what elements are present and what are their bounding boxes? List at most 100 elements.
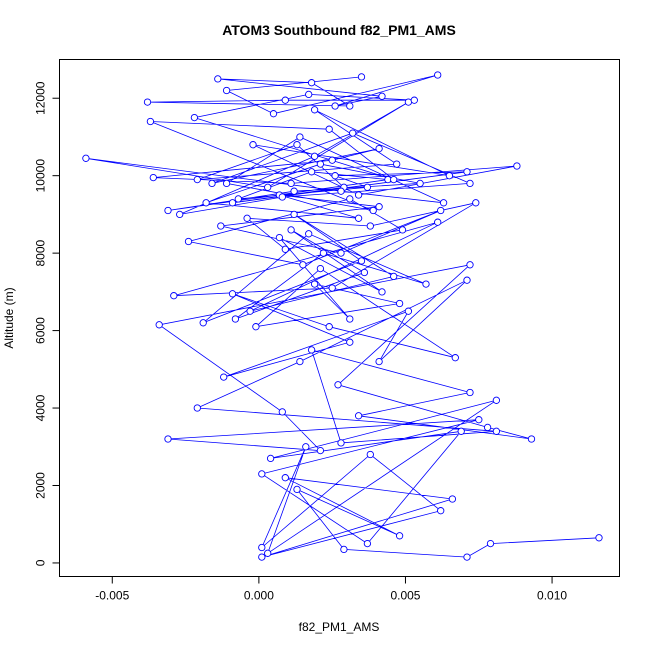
data-point: [214, 75, 222, 83]
data-point: [416, 179, 424, 188]
data-point: [346, 195, 354, 203]
data-point: [296, 357, 304, 366]
data-point: [325, 323, 333, 331]
y-tick-label: 12000: [34, 81, 48, 115]
data-point: [176, 210, 184, 219]
data-point: [346, 338, 354, 346]
x-tick-label: 0.010: [537, 589, 567, 603]
y-tick-label: 4000: [34, 394, 48, 421]
data-point: [193, 404, 201, 412]
data-point: [149, 173, 157, 182]
data-point: [266, 454, 275, 463]
data-point: [472, 199, 480, 207]
data-point: [390, 175, 398, 184]
data-point: [184, 237, 193, 246]
data-point: [222, 179, 231, 188]
data-point: [475, 416, 483, 424]
data-point: [463, 276, 471, 284]
data-point: [217, 222, 225, 230]
data-point: [393, 160, 401, 168]
x-axis-label: f82_PM1_AMS: [299, 620, 380, 634]
data-point: [146, 117, 155, 126]
data-point: [395, 299, 404, 308]
data-point: [354, 412, 363, 420]
x-axis: -0.005 0.000 0.005 0.010: [95, 576, 567, 603]
data-point: [155, 321, 163, 329]
data-point: [357, 73, 366, 81]
data-point: [246, 307, 254, 315]
data-point: [199, 319, 207, 327]
data-point: [307, 168, 316, 176]
data-point: [264, 183, 272, 191]
data-point: [307, 346, 316, 354]
data-point: [366, 450, 374, 459]
y-axis-label: Altitude (m): [2, 287, 16, 348]
data-point: [404, 98, 413, 106]
series-layer: [82, 71, 603, 561]
data-point: [331, 172, 339, 180]
data-point: [228, 199, 237, 207]
data-point: [354, 191, 363, 199]
data-point: [208, 179, 216, 188]
data-point: [278, 408, 286, 416]
x-tick-label: 0.005: [390, 589, 420, 603]
data-point: [258, 543, 266, 552]
data-point: [143, 98, 152, 106]
data-point: [269, 110, 278, 118]
data-point: [354, 214, 363, 222]
data-point: [486, 539, 495, 548]
data-point: [437, 206, 445, 215]
data-point: [337, 439, 345, 447]
data-point: [513, 162, 521, 170]
series-line: [85, 74, 600, 558]
data-point: [243, 214, 251, 222]
x-tick-label: 0.000: [244, 589, 274, 603]
data-point: [595, 534, 603, 542]
data-point: [275, 233, 284, 242]
data-point: [310, 280, 319, 288]
data-point: [258, 470, 266, 478]
data-point: [202, 199, 210, 207]
data-point: [363, 539, 372, 548]
data-point: [457, 427, 465, 435]
data-point: [375, 203, 383, 211]
data-point: [281, 96, 289, 104]
data-point: [310, 106, 319, 114]
data-point: [252, 323, 260, 331]
data-point: [193, 175, 201, 184]
data-point: [305, 230, 313, 238]
y-axis: 0 2000 4000 6000 8000 10000 12000: [34, 81, 60, 566]
data-point: [302, 443, 310, 451]
y-tick-label: 0: [34, 559, 48, 566]
data-point: [378, 92, 386, 100]
data-point: [170, 292, 178, 300]
data-point: [410, 96, 418, 104]
data-point: [228, 290, 237, 298]
y-tick-label: 10000: [34, 159, 48, 193]
data-point: [190, 113, 199, 122]
data-point: [334, 381, 342, 389]
data-point: [287, 179, 295, 188]
data-point: [346, 315, 354, 323]
data-point: [483, 423, 492, 432]
data-point: [434, 71, 442, 79]
data-point: [390, 272, 398, 281]
data-point: [325, 125, 333, 133]
data-point: [316, 264, 325, 273]
data-point: [310, 152, 319, 160]
data-point: [220, 373, 228, 381]
data-point: [363, 183, 372, 191]
data-point: [346, 102, 354, 110]
chart-title: ATOM3 Southbound f82_PM1_AMS: [222, 22, 456, 38]
data-point: [422, 280, 430, 288]
data-point: [463, 168, 471, 176]
x-tick-label: -0.005: [95, 589, 129, 603]
data-point: [337, 249, 345, 257]
data-point: [448, 495, 457, 503]
data-point: [404, 307, 413, 315]
data-point: [305, 90, 313, 99]
data-point: [307, 79, 316, 87]
data-point: [337, 187, 345, 195]
data-point: [466, 261, 474, 269]
data-point: [445, 172, 454, 180]
